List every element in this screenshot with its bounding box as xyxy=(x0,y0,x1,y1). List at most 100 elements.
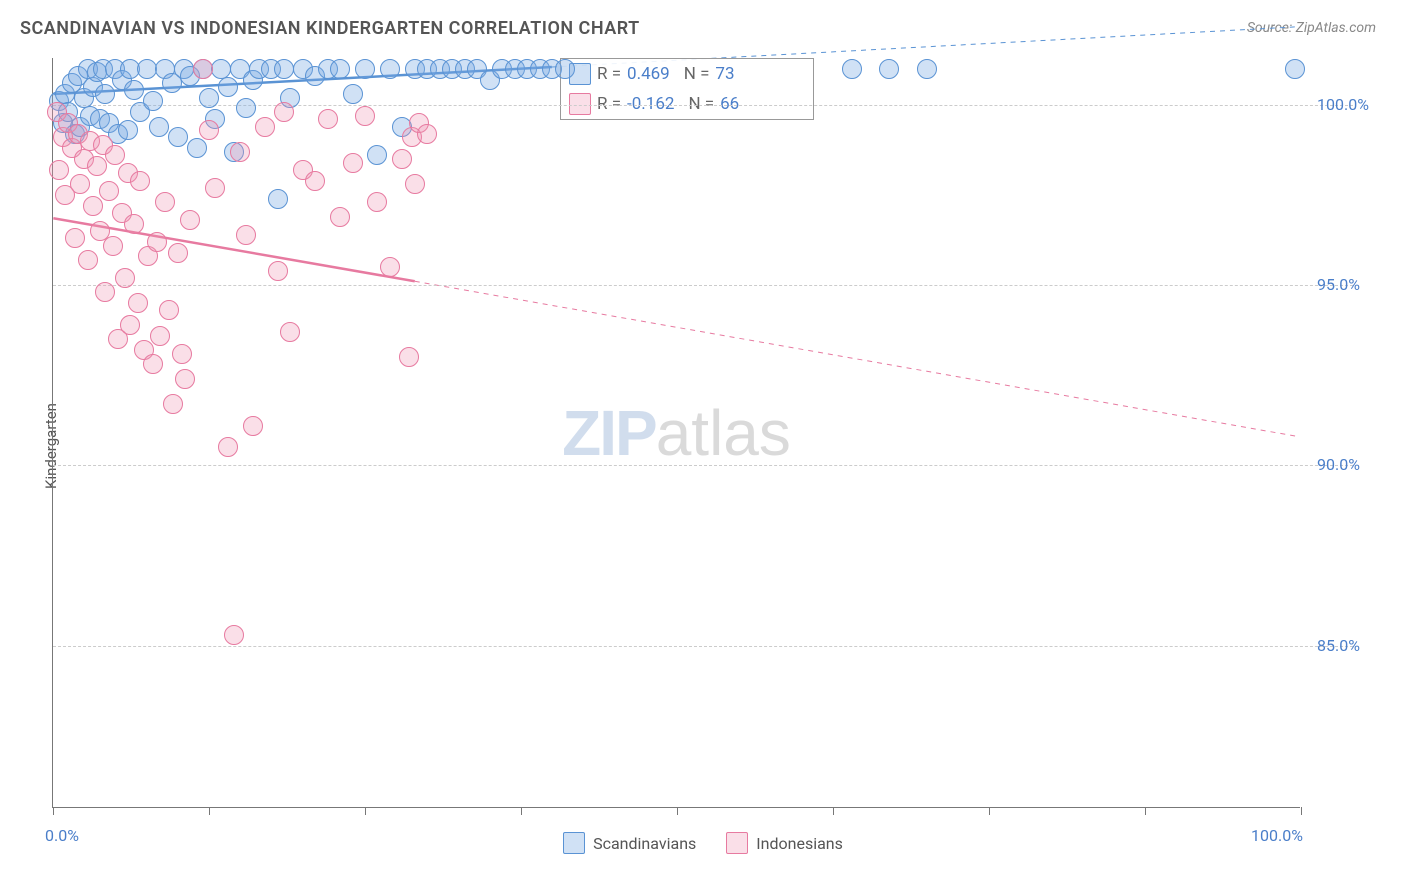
data-point xyxy=(330,207,350,227)
chart-title: SCANDINAVIAN VS INDONESIAN KINDERGARTEN … xyxy=(20,18,640,39)
data-point xyxy=(175,369,195,389)
bottom-legend-item-scan: Scandinavians xyxy=(563,832,696,854)
data-point xyxy=(163,394,183,414)
legend-row-scandinavians: R = 0.469 N = 73 xyxy=(561,59,813,89)
legend-n-value-scan: 73 xyxy=(715,64,734,84)
data-point xyxy=(199,120,219,140)
data-point xyxy=(128,293,148,313)
xtick xyxy=(1301,807,1302,815)
data-point xyxy=(230,142,250,162)
data-point xyxy=(168,243,188,263)
data-point xyxy=(155,192,175,212)
data-point xyxy=(130,171,150,191)
data-point xyxy=(243,416,263,436)
legend-r-label: R = xyxy=(597,64,621,84)
data-point xyxy=(172,344,192,364)
data-point xyxy=(367,145,387,165)
data-point xyxy=(95,84,115,104)
gridline xyxy=(53,465,1353,466)
data-point xyxy=(367,192,387,212)
data-point xyxy=(355,106,375,126)
data-point xyxy=(224,625,244,645)
data-point xyxy=(137,59,157,79)
data-point xyxy=(168,127,188,147)
xtick xyxy=(53,807,54,815)
data-point xyxy=(120,315,140,335)
bottom-legend-label-scan: Scandinavians xyxy=(593,834,696,853)
data-point xyxy=(380,257,400,277)
source-attribution: Source: ZipAtlas.com xyxy=(1247,20,1376,36)
data-point xyxy=(83,196,103,216)
data-point xyxy=(399,347,419,367)
data-point xyxy=(143,91,163,111)
xtick xyxy=(521,807,522,815)
data-point xyxy=(236,225,256,245)
data-point xyxy=(879,59,899,79)
data-point xyxy=(87,156,107,176)
data-point xyxy=(318,109,338,129)
data-point xyxy=(305,171,325,191)
data-point xyxy=(70,174,90,194)
bottom-swatch-scan xyxy=(563,832,585,854)
ytick-label: 100.0% xyxy=(1317,95,1369,114)
data-point xyxy=(274,59,294,79)
data-point xyxy=(199,88,219,108)
gridline xyxy=(53,646,1353,647)
data-point xyxy=(1285,59,1305,79)
data-point xyxy=(274,102,294,122)
data-point xyxy=(343,153,363,173)
scatter-plot-area: R = 0.469 N = 73 R = -0.162 N = 66 ZIPat… xyxy=(52,58,1300,808)
data-point xyxy=(150,326,170,346)
data-point xyxy=(103,236,123,256)
xtick xyxy=(833,807,834,815)
ytick-label: 95.0% xyxy=(1317,275,1360,294)
data-point xyxy=(268,189,288,209)
watermark: ZIPatlas xyxy=(562,396,791,470)
data-point xyxy=(124,214,144,234)
data-point xyxy=(236,98,256,118)
data-point xyxy=(255,117,275,137)
data-point xyxy=(118,120,138,140)
data-point xyxy=(149,117,169,137)
trend-lines-layer xyxy=(53,58,1300,807)
data-point xyxy=(193,59,213,79)
watermark-atlas: atlas xyxy=(656,397,791,469)
data-point xyxy=(392,149,412,169)
data-point xyxy=(95,282,115,302)
data-point xyxy=(405,174,425,194)
data-point xyxy=(78,250,98,270)
data-point xyxy=(124,80,144,100)
data-point xyxy=(917,59,937,79)
bottom-swatch-indo xyxy=(726,832,748,854)
bottom-legend: Scandinavians Indonesians xyxy=(0,832,1406,854)
ytick-label: 85.0% xyxy=(1317,636,1360,655)
data-point xyxy=(115,268,135,288)
legend-r-value-scan: 0.469 xyxy=(627,64,670,84)
data-point xyxy=(159,300,179,320)
data-point xyxy=(105,145,125,165)
data-point xyxy=(417,124,437,144)
xtick xyxy=(209,807,210,815)
data-point xyxy=(218,77,238,97)
bottom-legend-label-indo: Indonesians xyxy=(756,834,843,853)
xtick xyxy=(365,807,366,815)
data-point xyxy=(65,228,85,248)
correlation-legend: R = 0.469 N = 73 R = -0.162 N = 66 xyxy=(560,58,814,120)
data-point xyxy=(842,59,862,79)
ytick-label: 90.0% xyxy=(1317,455,1360,474)
legend-n-label: N = xyxy=(684,64,710,84)
gridline xyxy=(53,285,1353,286)
trend-line-dashed xyxy=(415,281,1300,437)
data-point xyxy=(355,59,375,79)
data-point xyxy=(49,160,69,180)
data-point xyxy=(330,59,350,79)
xtick xyxy=(1145,807,1146,815)
data-point xyxy=(143,354,163,374)
watermark-zip: ZIP xyxy=(562,397,656,469)
data-point xyxy=(180,210,200,230)
data-point xyxy=(380,59,400,79)
bottom-legend-item-indo: Indonesians xyxy=(726,832,843,854)
data-point xyxy=(211,59,231,79)
data-point xyxy=(280,322,300,342)
xtick xyxy=(989,807,990,815)
